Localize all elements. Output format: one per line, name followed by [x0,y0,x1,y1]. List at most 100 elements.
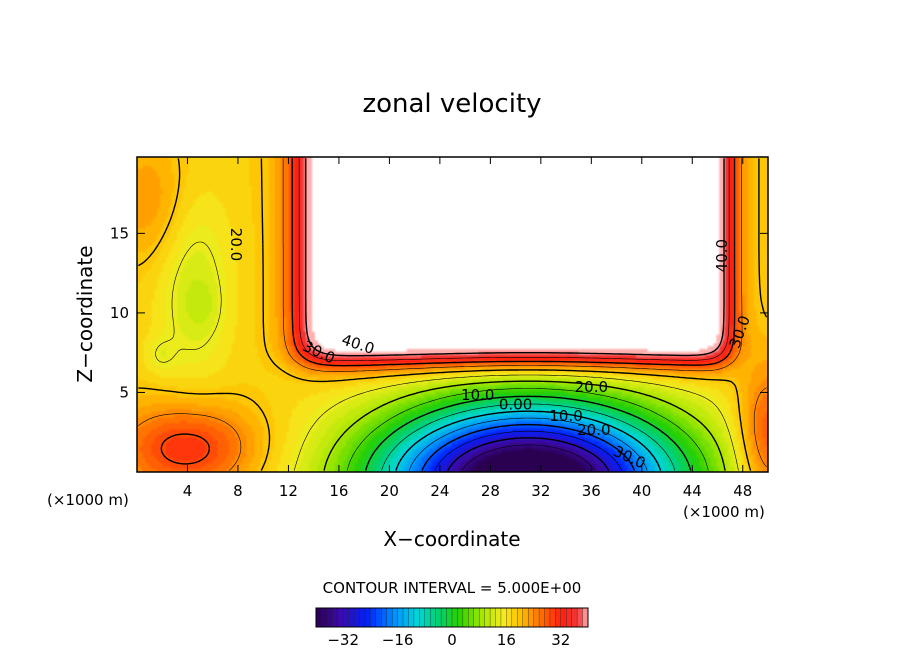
colorbar-bin [451,607,458,628]
colorbar-bin [538,607,545,628]
contour-label: 20.0 [227,228,245,261]
colorbar-bin [517,607,524,628]
colorbar-bin [402,607,409,628]
colorbar-bin [343,607,350,628]
colorbar-bin [315,607,322,628]
contour-line [421,423,636,471]
y-axis: 5 10 15 [110,224,768,401]
x-tick-label: 32 [531,482,550,500]
contour-label: 20.0 [577,421,610,439]
colorbar-bin [495,607,502,628]
x-tick-label: 28 [481,482,500,500]
colorbar-bin [549,607,556,628]
contour-line [447,437,610,471]
colorbar-bin [386,607,393,628]
contour-label: 40.0 [713,239,731,272]
x-unit-right: (×1000 m) [683,503,765,521]
contour-line [434,430,622,471]
y-tick-label: 15 [110,224,129,242]
colorbar-bin [544,607,551,628]
colorbar-bin [582,607,589,628]
colorbar-bin [370,607,377,628]
colorbar-bin [506,607,513,628]
x-tick-label: 16 [329,482,348,500]
colorbar-bin [424,607,431,628]
colorbar-tick-label: −16 [382,631,414,649]
colorbar-bin [321,607,328,628]
contour-line [155,241,739,471]
colorbar-bin [381,607,388,628]
contour-line [298,158,730,361]
x-axis: 4 8 12 16 20 24 28 32 36 40 44 48 [183,157,752,500]
colorbar-ticks: −32 −16 0 16 32 [327,631,570,649]
colorbar-bin [533,607,540,628]
colorbar-bin [462,607,469,628]
colorbar-tick-label: 0 [447,631,457,649]
contour-label: 20.0 [575,378,608,396]
x-tick-label: 20 [380,482,399,500]
contour-line [138,158,767,471]
colorbar-bin [571,607,578,628]
colorbar-bin [359,607,366,628]
colorbar-bin [576,607,584,628]
x-tick-label: 44 [683,482,702,500]
colorbar-bin [348,607,355,628]
contour-lines [138,158,768,471]
colorbar-bin [484,607,491,628]
colorbar-tick-label: −32 [327,631,359,649]
colorbar-bin [337,607,344,628]
contour-line [395,410,662,471]
contour-label: 0.00 [499,396,532,414]
colorbar-tick-label: 16 [497,631,516,649]
x-tick-label: 4 [183,482,193,500]
colorbar-bin [522,607,529,628]
colorbar-bin [500,607,507,628]
colorbar-bin [375,607,382,628]
x-tick-label: 40 [632,482,651,500]
contour-interval-text: CONTOUR INTERVAL = 5.000E+00 [323,579,582,597]
colorbar-bin [555,607,562,628]
x-tick-label: 24 [430,482,449,500]
colorbar-bin [566,607,573,628]
colorbar-bin [479,607,486,628]
contour-label: 10.0 [461,386,494,404]
colorbar-tick-label: 32 [551,631,570,649]
colorbar-bin [326,607,333,628]
chart-title: zonal velocity [362,89,541,119]
colorbar-bin [527,607,535,628]
colorbar-bin [457,607,464,628]
colorbar-bin [419,607,426,628]
colorbar-bin [353,607,360,628]
colorbar-bin [489,607,496,628]
x-tick-label: 8 [233,482,243,500]
colorbar-bin [446,607,453,628]
x-tick-label: 48 [733,482,752,500]
contour-line [160,158,736,465]
y-tick-label: 5 [119,383,129,401]
contour-line [381,403,676,471]
x-unit-left: (×1000 m) [47,491,129,509]
contour-field [137,157,768,472]
plot-frame [136,156,769,473]
y-axis-label: Z−coordinate [73,245,97,382]
colorbar-bin [468,607,475,628]
colorbar-bin [408,607,415,628]
x-tick-label: 36 [582,482,601,500]
colorbar-bin [430,607,437,628]
plot-area: 20.040.030.010.00.0020.010.020.030.040.0… [136,156,769,473]
colorbar-bin [560,607,567,628]
colorbar [315,607,589,628]
contour-line [461,444,595,471]
colorbar-frame [315,607,589,628]
contour-line [305,158,725,357]
colorbar-bin [364,607,371,628]
contour-label: 10.0 [549,407,582,425]
contour-line [323,380,726,471]
colorbar-bin [397,607,404,628]
colorbar-bin [473,607,480,628]
colorbar-bin [391,607,399,628]
colorbar-bin [435,607,442,628]
colorbar-bin [413,607,420,628]
contour-line [408,417,648,471]
